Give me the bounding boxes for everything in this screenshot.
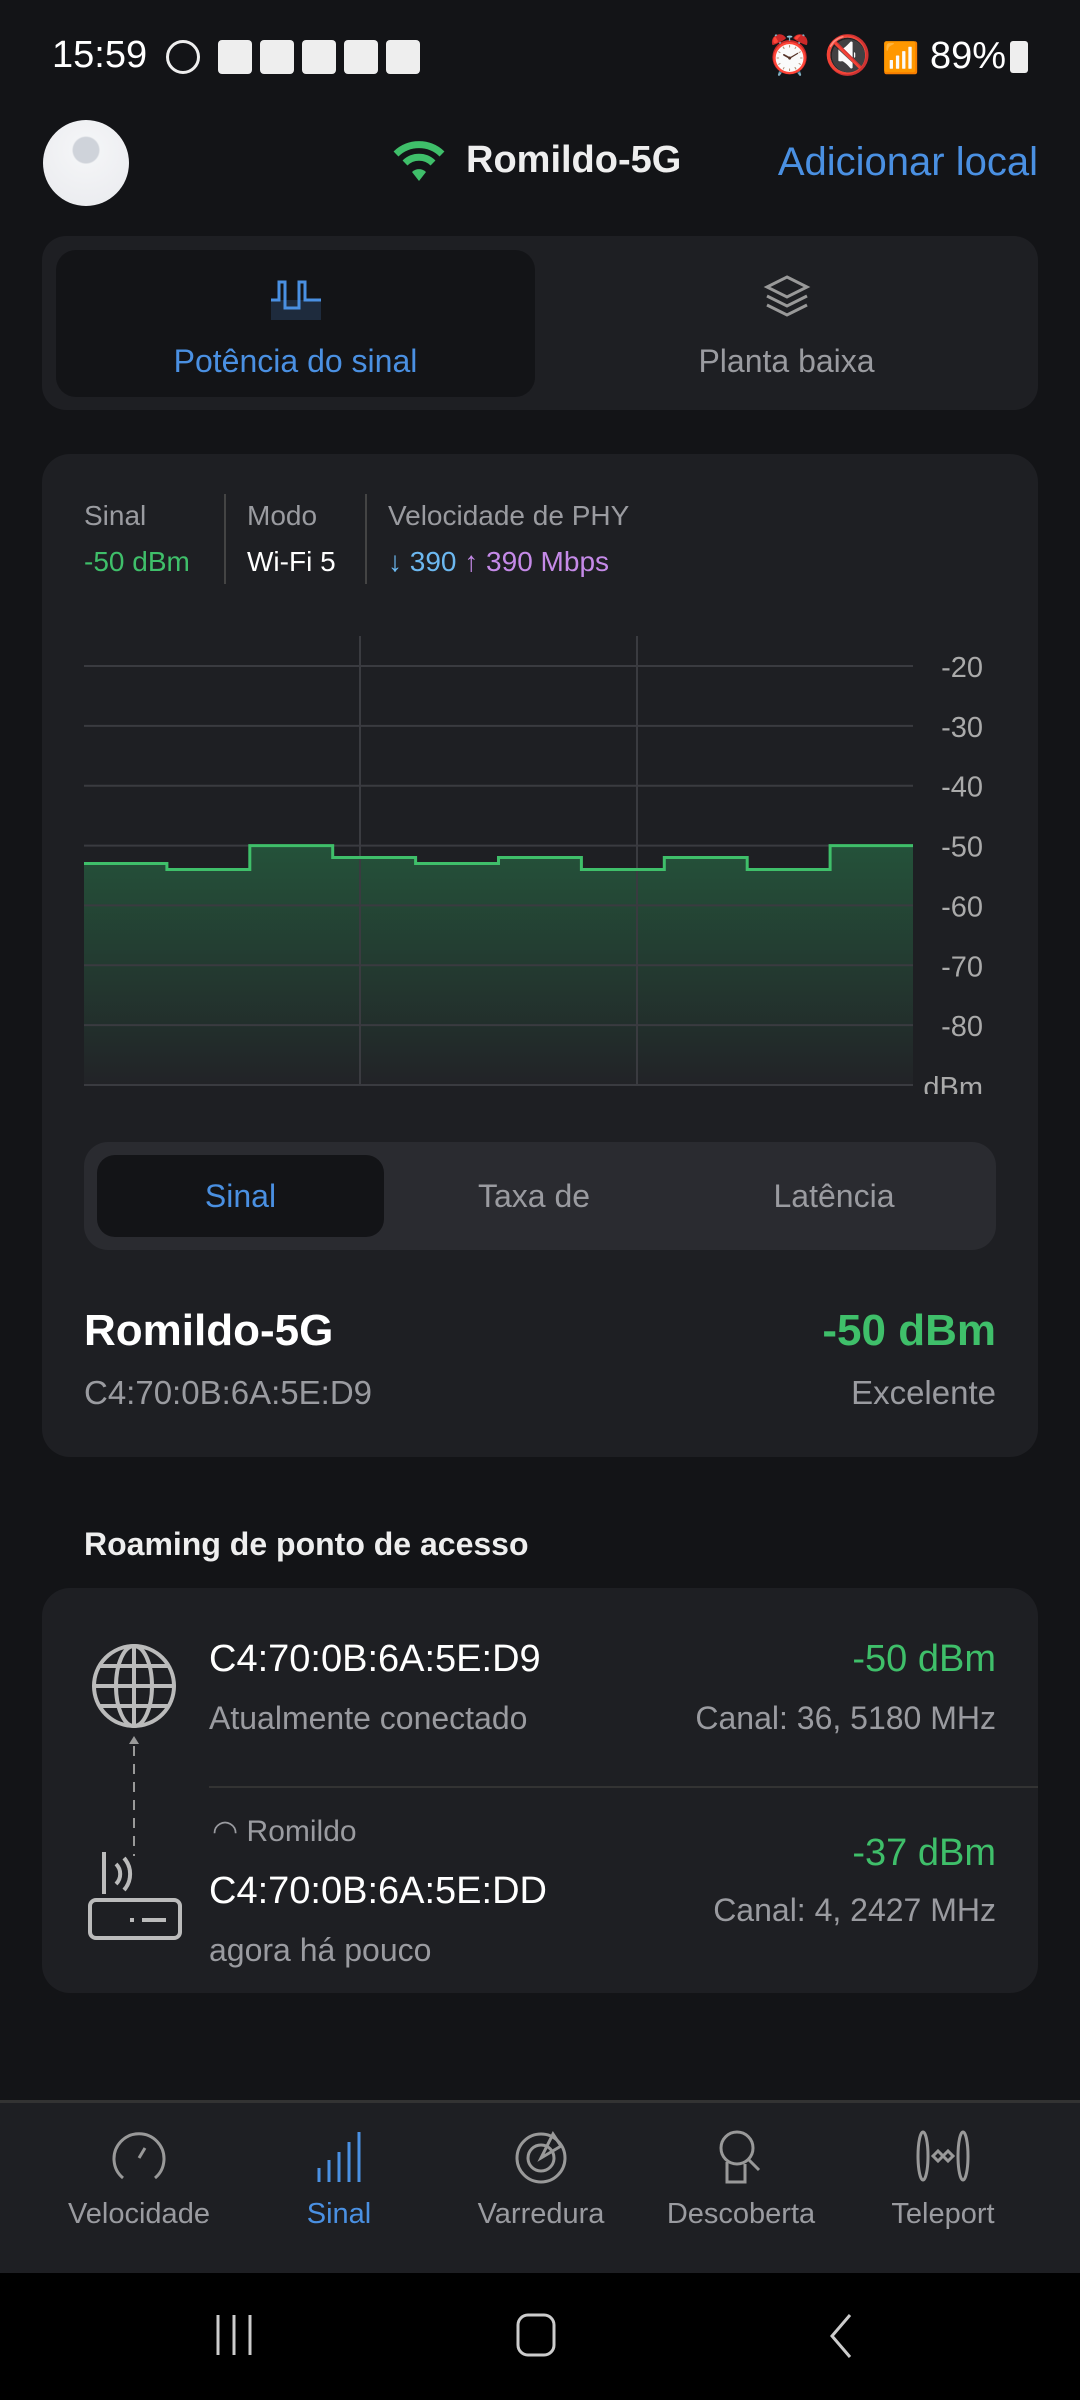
voicemail-icon bbox=[344, 39, 379, 74]
current-signal: -50 dBm bbox=[822, 1306, 996, 1355]
status-bar: 15:59 ⏰ 🔇 📶 89% bbox=[52, 28, 1028, 83]
metric-tab-latency[interactable]: Latência bbox=[773, 1178, 895, 1214]
roaming-card: C4:70:0B:6A:5E:D9 Atualmente conectado -… bbox=[42, 1588, 1038, 1993]
network-name: Romildo-5G bbox=[466, 138, 682, 181]
unit-label: dBm bbox=[923, 1072, 983, 1094]
wifi-small-icon: ◠ bbox=[212, 1815, 239, 1848]
y-tick-label: -50 bbox=[941, 832, 983, 864]
stat-signal: Sinal -50 dBm bbox=[84, 500, 190, 577]
signal-line bbox=[84, 844, 913, 872]
roaming-title: Roaming de ponto de acesso bbox=[84, 1526, 529, 1562]
divider bbox=[224, 494, 226, 584]
radar-icon bbox=[515, 2131, 567, 2184]
alarm-icon: ⏰ bbox=[766, 34, 814, 77]
nav-signal[interactable]: Sinal bbox=[239, 2128, 439, 2231]
y-tick-label: -80 bbox=[941, 1011, 983, 1043]
phy-up: ↑ 390 Mbps bbox=[464, 546, 610, 577]
metric-tabs: Sinal Taxa de Latência bbox=[84, 1142, 996, 1250]
phy-down: ↓ 390 bbox=[388, 546, 457, 577]
metric-tab-rate[interactable]: Taxa de bbox=[477, 1178, 591, 1214]
battery-icon bbox=[1010, 41, 1028, 74]
battery-level: 89% bbox=[929, 34, 1006, 77]
network-selector[interactable]: Romildo-5G bbox=[392, 138, 681, 182]
avatar[interactable] bbox=[43, 120, 129, 206]
device-search-icon bbox=[719, 2130, 761, 2184]
layers-icon bbox=[763, 275, 810, 317]
nav-speed[interactable]: Velocidade bbox=[39, 2128, 239, 2231]
speedometer-icon bbox=[112, 2132, 166, 2180]
y-tick-label: -60 bbox=[941, 891, 983, 923]
roaming-ssid: Romildo bbox=[246, 1815, 357, 1848]
signal-wave-icon bbox=[270, 280, 321, 320]
image-icon bbox=[386, 39, 421, 74]
mute-icon: 🔇 bbox=[824, 34, 872, 77]
view-tabs: Potência do sinal Planta baixa bbox=[42, 236, 1038, 410]
current-quality: Excelente bbox=[851, 1374, 996, 1411]
wifi-status-icon: 📶 bbox=[882, 41, 920, 75]
current-mac: C4:70:0B:6A:5E:D9 bbox=[84, 1374, 373, 1411]
tab-signal-strength[interactable]: Potência do sinal bbox=[56, 250, 535, 397]
y-tick-label: -20 bbox=[941, 652, 983, 684]
back-button[interactable] bbox=[826, 2313, 856, 2359]
router-icon bbox=[88, 1852, 182, 1940]
voicemail-icon bbox=[218, 39, 253, 74]
add-location-link[interactable]: Adicionar local bbox=[777, 140, 1038, 184]
nav-discovery[interactable]: Descoberta bbox=[641, 2128, 841, 2231]
nav-scan[interactable]: Varredura bbox=[441, 2128, 641, 2231]
nav-teleport[interactable]: Teleport bbox=[843, 2128, 1043, 2231]
roaming-arrow bbox=[129, 1736, 139, 1856]
divider bbox=[365, 494, 367, 584]
whatsapp-icon bbox=[165, 39, 200, 74]
globe-icon bbox=[92, 1644, 176, 1728]
teleport-icon bbox=[916, 2130, 970, 2182]
stat-mode: Modo Wi-Fi 5 bbox=[247, 500, 336, 577]
signal-bars-icon bbox=[317, 2132, 361, 2182]
stat-phy: Velocidade de PHY ↓ 390 ↑ 390 Mbps bbox=[388, 500, 630, 577]
clock: 15:59 bbox=[52, 34, 148, 76]
voicemail-icon bbox=[302, 39, 337, 74]
current-network-name: Romildo-5G bbox=[84, 1306, 334, 1355]
signal-card: Sinal -50 dBm Modo Wi-Fi 5 Velocidade de… bbox=[42, 454, 1038, 1457]
recent-apps-button[interactable] bbox=[214, 2313, 254, 2357]
bottom-nav bbox=[0, 2100, 1080, 2273]
metric-tab-signal[interactable]: Sinal bbox=[97, 1155, 384, 1237]
signal-chart: -20 -30 -40 -50 -60 -70 -80 dBm bbox=[84, 636, 983, 1094]
divider bbox=[209, 1786, 1038, 1788]
y-tick-label: -40 bbox=[941, 772, 983, 804]
system-nav-bar bbox=[0, 2273, 1080, 2400]
home-button[interactable] bbox=[516, 2313, 560, 2357]
y-tick-label: -30 bbox=[941, 712, 983, 744]
y-tick-label: -70 bbox=[941, 951, 983, 983]
tab-floor-plan[interactable]: Planta baixa bbox=[549, 250, 1024, 397]
wifi-icon bbox=[393, 141, 445, 181]
voicemail-icon bbox=[260, 39, 295, 74]
